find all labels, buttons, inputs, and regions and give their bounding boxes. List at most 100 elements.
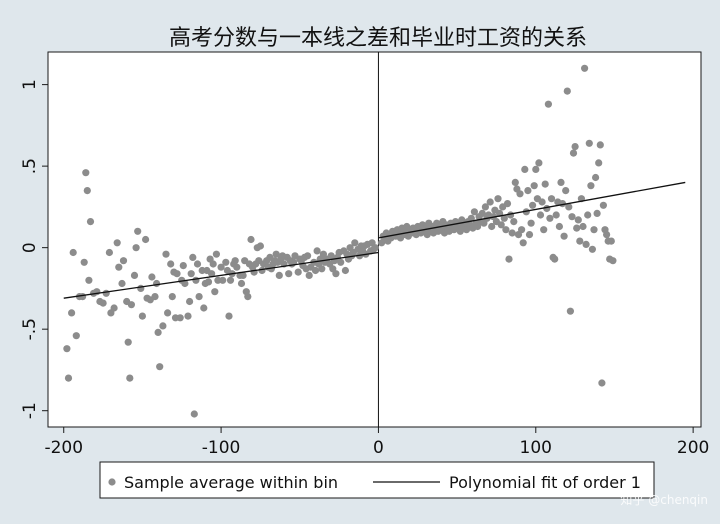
data-point: [588, 245, 597, 253]
data-point: [258, 266, 266, 275]
data-point: [603, 231, 611, 239]
x-tick-label: -200: [44, 438, 83, 458]
data-point: [521, 165, 529, 173]
data-point: [599, 201, 608, 209]
data-point: [162, 250, 170, 258]
data-point: [609, 257, 617, 265]
data-point: [518, 226, 526, 234]
data-point: [184, 312, 192, 320]
data-point: [576, 237, 584, 245]
data-point: [272, 250, 280, 258]
data-point: [195, 293, 203, 301]
data-point: [547, 195, 556, 203]
data-point: [524, 187, 532, 195]
data-point: [164, 309, 172, 317]
data-point: [85, 276, 93, 284]
data-point: [529, 201, 537, 209]
data-point: [318, 265, 326, 273]
data-point: [565, 203, 573, 211]
data-point: [593, 209, 601, 217]
data-point: [190, 410, 198, 418]
data-point: [119, 257, 128, 265]
data-point: [126, 374, 134, 382]
data-point: [497, 221, 505, 229]
data-point: [63, 345, 71, 353]
data-point: [313, 247, 321, 255]
data-point: [596, 141, 604, 149]
data-point: [590, 226, 598, 234]
data-point: [508, 229, 516, 237]
data-point: [244, 293, 252, 301]
y-tick-label: 0: [20, 242, 40, 253]
legend-label-line: Polynomial fit of order 1: [449, 473, 641, 492]
data-point: [189, 253, 197, 261]
data-point: [587, 182, 595, 190]
data-point: [579, 222, 587, 231]
data-point: [275, 271, 283, 279]
data-point: [541, 180, 549, 188]
data-point: [83, 187, 91, 195]
data-point: [502, 226, 510, 234]
data-point: [192, 276, 200, 284]
data-point: [105, 248, 113, 257]
data-point: [581, 64, 589, 72]
data-point: [159, 322, 167, 330]
data-point: [294, 268, 302, 276]
data-point: [527, 219, 535, 227]
data-point: [176, 314, 184, 322]
data-point: [80, 258, 88, 266]
data-point: [569, 149, 578, 157]
data-point: [568, 213, 576, 221]
data-point: [64, 374, 73, 382]
legend-label-scatter: Sample average within bin: [124, 473, 338, 492]
data-point: [538, 198, 546, 206]
data-point: [134, 227, 142, 235]
data-point: [226, 276, 235, 284]
data-point: [566, 307, 575, 315]
y-tick-label: 1: [20, 79, 40, 90]
data-point: [219, 276, 227, 284]
data-point: [181, 279, 189, 288]
data-point: [551, 255, 559, 263]
data-point: [193, 260, 202, 268]
data-point: [371, 244, 379, 252]
data-point: [573, 224, 581, 232]
data-point: [130, 271, 139, 279]
data-point: [156, 363, 164, 371]
data-point: [494, 195, 502, 203]
data-point: [332, 270, 340, 278]
data-point: [209, 260, 217, 268]
data-point: [212, 250, 220, 258]
data-point: [516, 190, 524, 198]
data-point: [153, 279, 161, 288]
data-point: [481, 203, 489, 211]
data-point: [68, 309, 76, 317]
data-point: [598, 379, 606, 387]
data-point: [118, 279, 126, 288]
legend: Sample average within bin Polynomial fit…: [99, 461, 655, 499]
data-point: [115, 263, 123, 271]
y-tick-label: .5: [20, 158, 40, 174]
data-point: [200, 304, 208, 312]
plot-area: [47, 51, 702, 428]
data-point: [584, 211, 592, 219]
x-tick-label: -100: [202, 438, 241, 458]
chart-title: 高考分数与一本线之差和毕业时工资的关系: [169, 26, 587, 51]
data-point: [151, 293, 159, 301]
axes: -200 -100 0 100 200 -1 -.5 0 .5 1: [20, 79, 709, 458]
data-point: [132, 244, 140, 252]
data-point: [99, 299, 107, 307]
data-point: [102, 289, 110, 297]
data-point: [79, 293, 87, 301]
data-point: [546, 214, 554, 222]
legend-box: [99, 461, 655, 499]
data-point: [186, 297, 194, 306]
data-point: [72, 332, 80, 340]
data-point: [488, 222, 496, 231]
data-point: [505, 255, 513, 263]
data-point: [285, 270, 293, 278]
data-point: [137, 284, 145, 292]
data-point: [208, 270, 216, 278]
data-point: [173, 270, 181, 278]
